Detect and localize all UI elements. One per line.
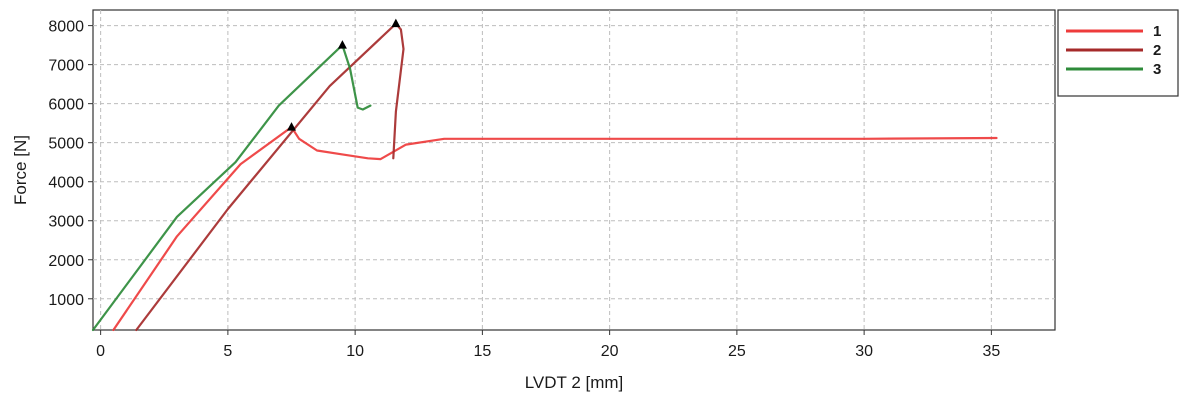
x-tick-label: 15 <box>473 343 491 360</box>
y-tick-label: 3000 <box>48 214 84 231</box>
peak-marker-2 <box>391 18 401 28</box>
y-tick-label: 7000 <box>48 58 84 75</box>
y-tick-label: 8000 <box>48 19 84 36</box>
y-tick-label: 5000 <box>48 136 84 153</box>
grid-lines <box>93 10 1055 330</box>
x-tick-label: 25 <box>728 343 746 360</box>
x-tick-label: 35 <box>982 343 1000 360</box>
y-tick-label: 6000 <box>48 97 84 114</box>
legend: 1 2 3 <box>1066 23 1161 78</box>
y-tick-label: 1000 <box>48 292 84 309</box>
plot-area <box>92 9 1056 331</box>
y-tick-label: 4000 <box>48 175 84 192</box>
x-tick-label: 5 <box>223 343 232 360</box>
peak-markers <box>287 18 401 131</box>
series-line-1 <box>112 126 998 332</box>
legend-box <box>1057 9 1179 97</box>
tick-labels: 0 5 10 15 20 25 30 35 1000 2000 3000 4000 5000 6000 70… <box>48 19 1000 360</box>
legend-label-1: 1 <box>1153 23 1161 40</box>
peak-marker-3 <box>337 40 347 49</box>
x-tick-label: 0 <box>96 343 105 360</box>
x-tick-label: 10 <box>346 343 364 360</box>
x-tick-label: 20 <box>601 343 619 360</box>
y-tick-label: 2000 <box>48 253 84 270</box>
y-axis-title: Force [N] <box>11 135 30 205</box>
x-tick-label: 30 <box>855 343 873 360</box>
legend-label-3: 3 <box>1153 61 1161 78</box>
peak-marker-1 <box>287 122 297 131</box>
legend-label-2: 2 <box>1153 42 1161 59</box>
x-axis-title: LVDT 2 [mm] <box>525 373 624 392</box>
